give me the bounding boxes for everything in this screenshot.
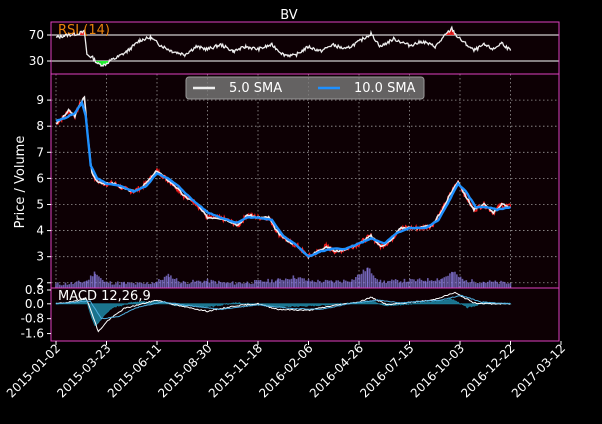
rsi-line xyxy=(55,25,512,68)
price-series xyxy=(55,95,512,260)
macd-y-tick-label: -1.6 xyxy=(21,327,44,341)
legend: 5.0 SMA 10.0 SMA xyxy=(185,76,425,100)
macd-series xyxy=(55,291,512,333)
rsi-series xyxy=(51,25,559,68)
price-axis-label: Price / Volume xyxy=(13,136,28,229)
macd-signal-line xyxy=(55,294,511,320)
chart-title: BV xyxy=(280,8,298,23)
price-y-tick-label: 5 xyxy=(36,197,44,211)
macd-y-tick-label: -0.8 xyxy=(21,312,44,326)
price-grid xyxy=(51,74,559,288)
macd-panel-border xyxy=(50,287,560,342)
rsi-oversold-fill xyxy=(99,61,101,65)
price-y-tick-label: 7 xyxy=(36,145,44,159)
rsi-y-tick-label: 70 xyxy=(29,28,44,42)
rsi-oversold-fill xyxy=(102,61,104,67)
macd-y-tick-label: 0.0 xyxy=(25,297,44,311)
price-y-tick-label: 3 xyxy=(36,250,44,264)
price-y-tick-label: 4 xyxy=(36,224,44,238)
macd-label: MACD 12,26,9 xyxy=(58,289,151,304)
rsi-oversold-fill xyxy=(101,61,103,67)
sma10-line xyxy=(55,99,511,258)
price-y-tick-label: 2 xyxy=(36,276,44,290)
legend-sma5-label: 5.0 SMA xyxy=(229,81,282,96)
price-y-tick-label: 8 xyxy=(36,119,44,133)
legend-sma10-label: 10.0 SMA xyxy=(354,81,416,96)
price-y-tick-label: 9 xyxy=(36,93,44,107)
rsi-label: RSI (14) xyxy=(58,23,110,38)
price-y-tick-label: 6 xyxy=(36,171,44,185)
macd-y-tick-label: 0.8 xyxy=(25,283,44,297)
macd-histogram-area xyxy=(55,297,512,327)
price-panel xyxy=(51,74,559,288)
volume-bars xyxy=(55,267,512,288)
rsi-y-tick-label: 30 xyxy=(29,54,44,68)
macd-line xyxy=(55,291,511,333)
legend-box xyxy=(185,76,425,100)
macd-panel xyxy=(51,288,559,341)
